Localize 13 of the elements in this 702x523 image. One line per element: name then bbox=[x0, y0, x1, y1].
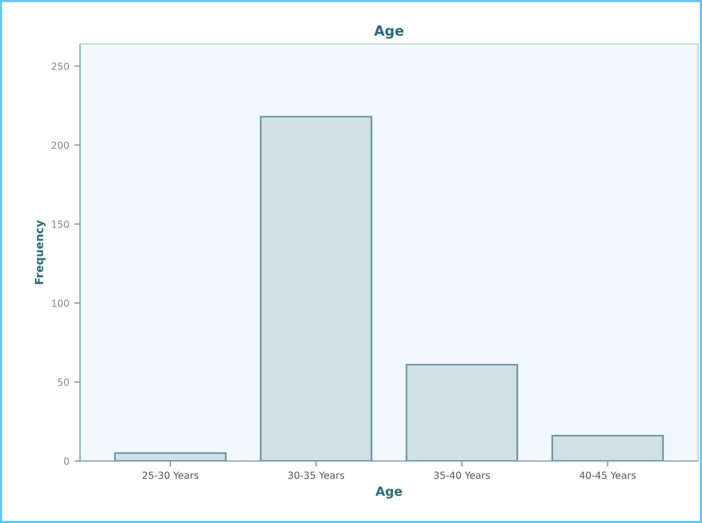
x-tick-label: 25-30 Years bbox=[142, 472, 198, 479]
x-axis-title: Age bbox=[376, 486, 402, 498]
x-tick-label: 35-40 Years bbox=[434, 472, 490, 479]
y-tick-label: 50 bbox=[58, 378, 69, 386]
y-tick-label: 200 bbox=[52, 142, 69, 149]
y-tick-label: 100 bbox=[52, 300, 69, 307]
y-tick-label: 150 bbox=[52, 220, 69, 228]
chart-title: Age bbox=[374, 26, 404, 39]
y-tick-label: 0 bbox=[64, 457, 69, 465]
y-axis-title: Frequency bbox=[34, 220, 46, 284]
x-tick-label: 30-35 Years bbox=[288, 472, 344, 479]
y-tick-label: 250 bbox=[52, 62, 69, 70]
x-tick-label: 40-45 Years bbox=[580, 472, 636, 479]
